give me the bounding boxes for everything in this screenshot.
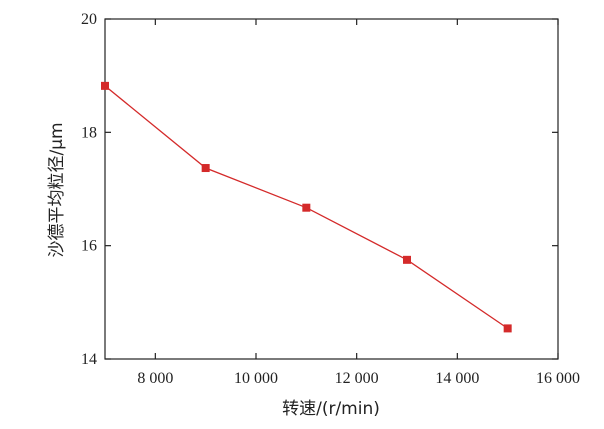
x-axis-title: 转速/(r/min): [282, 399, 380, 419]
data-point: [201, 164, 210, 173]
data-point: [503, 324, 512, 333]
series-group: [101, 81, 512, 333]
x-tick-label: 14 000: [435, 370, 479, 387]
x-tick-label: 12 000: [335, 370, 379, 387]
y-tick-label: 20: [81, 11, 97, 28]
x-axis: 8 000 10 000 12 000 14 000 16 000: [137, 19, 580, 387]
x-tick-label: 8 000: [137, 370, 173, 387]
data-point: [403, 255, 411, 264]
y-axis-title: 沙德平均粒径/μm: [47, 122, 67, 257]
x-tick-label: 10 000: [234, 370, 278, 387]
data-point: [302, 203, 311, 212]
y-tick-label: 18: [81, 124, 97, 141]
y-axis: 14 16 18 20: [81, 11, 558, 368]
data-point: [101, 81, 109, 90]
y-tick-label: 16: [81, 238, 97, 255]
y-tick-label: 14: [81, 351, 97, 368]
plot-frame: [104, 18, 559, 360]
x-tick-label: 16 000: [536, 370, 580, 387]
